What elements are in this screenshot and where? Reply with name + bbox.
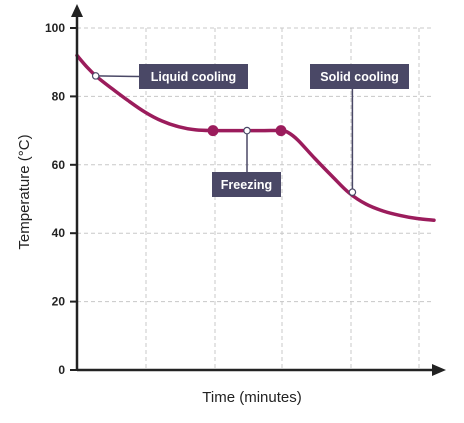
cooling-curve (75, 53, 436, 222)
plateau-marker-point (207, 125, 219, 137)
y-axis-arrowhead (71, 4, 83, 17)
y-tick-label: 80 (52, 89, 66, 103)
callout-box (139, 64, 248, 89)
y-tick-label: 40 (52, 226, 66, 240)
callouts: Liquid cooling Freezing Solid cooling (91, 64, 409, 197)
plateau-marker-point (275, 125, 287, 137)
callout-anchor-point (243, 126, 251, 135)
callout-label: Solid cooling (320, 70, 398, 84)
y-tick-label: 100 (45, 21, 65, 35)
callout-label: Freezing (221, 178, 272, 192)
callout-anchor-point (91, 72, 100, 80)
y-tick-label: 20 (52, 295, 66, 309)
callout-1: Liquid cooling (91, 64, 248, 89)
y-tick-label: 0 (58, 363, 65, 377)
cooling-curve-line (75, 53, 436, 222)
y-axis-ticks: 0 20 40 60 80 100 (45, 21, 77, 377)
callout-box (212, 172, 281, 197)
callout-3: Solid cooling (310, 64, 409, 196)
callout-box (310, 64, 409, 89)
callout-anchor-point (348, 188, 357, 196)
x-axis-arrowhead (432, 364, 446, 376)
y-tick-label: 60 (52, 158, 66, 172)
callout-label: Liquid cooling (151, 70, 236, 84)
callout-leader-line (95, 75, 140, 78)
callout-2: Freezing (212, 126, 281, 197)
y-axis-title: Temperature (°C) (16, 134, 33, 249)
axes (71, 4, 446, 376)
x-axis-title: Time (minutes) (202, 389, 301, 406)
